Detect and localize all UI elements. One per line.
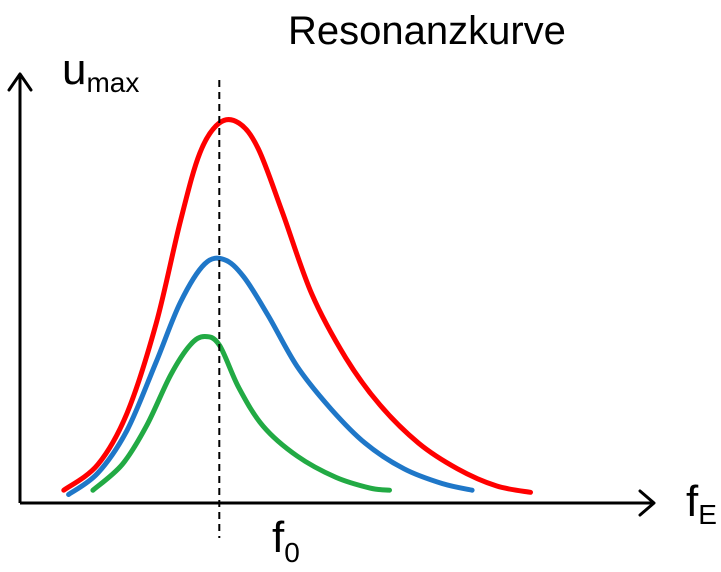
x-axis-label: fE	[686, 477, 717, 530]
y-axis-label-sub: max	[86, 67, 139, 98]
x-axis-arrow	[638, 489, 656, 517]
f0-label: f0	[272, 513, 300, 568]
f0-label-sub: 0	[284, 537, 300, 568]
y-axis-label: umax	[62, 45, 139, 98]
x-axis-label-main: f	[686, 477, 699, 526]
y-axis-label-main: u	[62, 45, 86, 94]
x-axis-label-sub: E	[698, 499, 717, 530]
axes	[7, 72, 656, 538]
series-line-2	[66, 255, 475, 497]
chart-title: Resonanzkurve	[288, 9, 566, 53]
series-layer	[61, 117, 533, 497]
series-line-1	[61, 117, 533, 495]
y-axis-arrow	[7, 72, 33, 92]
f0-label-main: f	[272, 513, 285, 562]
